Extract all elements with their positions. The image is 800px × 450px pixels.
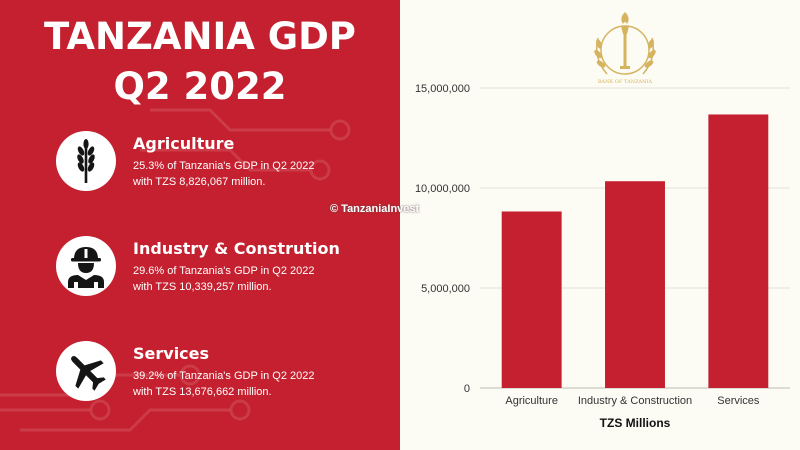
sector-services: Services 39.2% of Tanzania's GDP in Q2 2… — [56, 341, 396, 403]
wheat-icon — [56, 131, 116, 191]
sector-description-line1: 29.6% of Tanzania's GDP in Q2 2022 — [133, 265, 315, 277]
y-tick-label: 10,000,000 — [415, 183, 470, 195]
y-tick-label: 5,000,000 — [421, 283, 470, 295]
sector-description-line1: 39.2% of Tanzania's GDP in Q2 2022 — [133, 370, 315, 382]
sector-title: Agriculture — [133, 134, 235, 153]
page-title-line2: Q2 2022 — [113, 65, 287, 108]
airplane-icon — [56, 341, 116, 401]
sector-description-line1: 25.3% of Tanzania's GDP in Q2 2022 — [133, 160, 315, 172]
bar — [708, 114, 769, 388]
y-tick-label: 0 — [464, 383, 470, 395]
sector-description: 25.3% of Tanzania's GDP in Q2 2022 with … — [133, 158, 393, 190]
sector-description: 29.6% of Tanzania's GDP in Q2 2022 with … — [133, 263, 393, 295]
page-title-line1: TANZANIA GDP — [44, 15, 356, 58]
x-tick-label: Agriculture — [505, 395, 558, 407]
watermark: © TanzaniaInvest — [330, 203, 420, 215]
x-axis-label: TZS Millions — [600, 416, 671, 430]
sector-title: Services — [133, 344, 210, 363]
sector-industry: Industry & Constrution 29.6% of Tanzania… — [56, 236, 396, 298]
sector-description: 39.2% of Tanzania's GDP in Q2 2022 with … — [133, 368, 393, 400]
emblem-text: BANK OF TANZANIA — [598, 79, 653, 85]
left-panel: TANZANIA GDP Q2 2022 Agriculture 25.3% o… — [0, 0, 400, 450]
sector-description-line2: with TZS 13,676,662 million. — [133, 386, 272, 398]
sector-agriculture: Agriculture 25.3% of Tanzania's GDP in Q… — [56, 131, 396, 193]
x-tick-label: Services — [717, 395, 760, 407]
bar-chart: 0 5,000,000 10,000,000 15,000,000 Agricultur… — [415, 83, 790, 430]
bank-of-tanzania-emblem: BANK OF TANZANIA — [594, 12, 656, 85]
bar — [605, 181, 665, 388]
sector-description-line2: with TZS 8,826,067 million. — [133, 176, 266, 188]
sector-description-line2: with TZS 10,339,257 million. — [133, 281, 272, 293]
bar — [501, 211, 562, 388]
sector-title: Industry & Constrution — [133, 239, 340, 258]
x-tick-label: Industry & Construction — [578, 395, 692, 407]
worker-icon — [56, 236, 116, 296]
y-tick-label: 15,000,000 — [415, 83, 470, 95]
